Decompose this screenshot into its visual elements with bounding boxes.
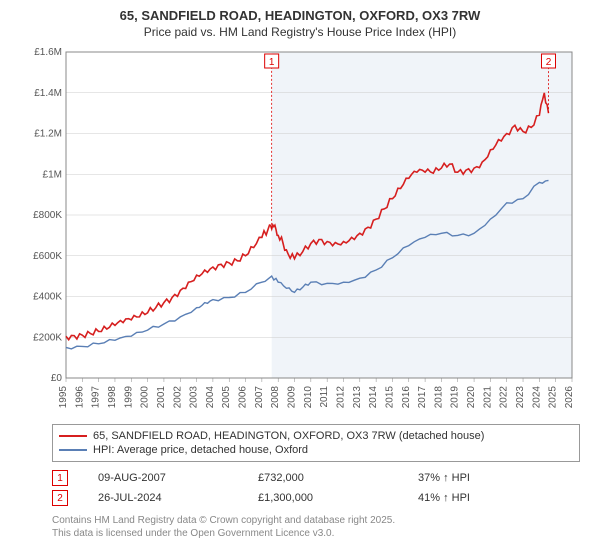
svg-text:2012: 2012 [335,386,346,409]
attribution: Contains HM Land Registry data © Crown c… [52,514,580,540]
title-address: 65, SANDFIELD ROAD, HEADINGTON, OXFORD, … [10,8,590,25]
svg-text:2018: 2018 [433,386,444,409]
svg-text:£400K: £400K [33,292,62,303]
svg-text:2014: 2014 [368,386,379,409]
svg-text:2004: 2004 [205,386,216,409]
svg-text:£200K: £200K [33,333,62,344]
legend-item: HPI: Average price, detached house, Oxfo… [59,443,573,457]
transaction-date: 26-JUL-2024 [98,492,228,504]
svg-text:£1.6M: £1.6M [34,47,62,58]
footer-line1: Contains HM Land Registry data © Crown c… [52,514,580,527]
svg-text:2007: 2007 [254,386,265,409]
svg-text:£1.2M: £1.2M [34,129,62,140]
price-chart: £0 £200K £400K £600K £800K £1M £1.2M £1.4M £1.6M… [20,46,580,416]
svg-text:2015: 2015 [384,386,395,409]
svg-text:1995: 1995 [58,386,69,409]
svg-text:1996: 1996 [74,386,85,409]
svg-text:2003: 2003 [189,386,200,409]
svg-text:2008: 2008 [270,386,281,409]
legend-label: 65, SANDFIELD ROAD, HEADINGTON, OXFORD, … [93,430,484,442]
svg-text:2024: 2024 [531,386,542,409]
svg-text:2001: 2001 [156,386,167,409]
svg-text:2: 2 [546,57,552,68]
transaction-price: £1,300,000 [258,492,388,504]
svg-text:2019: 2019 [450,386,461,409]
svg-text:2020: 2020 [466,386,477,409]
transaction-delta: 37% ↑ HPI [418,472,548,484]
svg-text:2025: 2025 [548,386,559,409]
svg-text:2026: 2026 [564,386,575,409]
svg-text:2017: 2017 [417,386,428,409]
legend-item: 65, SANDFIELD ROAD, HEADINGTON, OXFORD, … [59,429,573,443]
svg-text:2021: 2021 [482,386,493,409]
svg-text:2023: 2023 [515,386,526,409]
transaction-marker: 2 [52,490,68,506]
legend-swatch [59,449,87,451]
svg-text:1999: 1999 [123,386,134,409]
title-subtitle: Price paid vs. HM Land Registry's House … [10,25,590,41]
svg-text:2022: 2022 [499,386,510,409]
transaction-row: 1 09-AUG-2007 £732,000 37% ↑ HPI [52,468,580,488]
svg-text:1: 1 [269,57,275,68]
transaction-price: £732,000 [258,472,388,484]
legend-swatch [59,435,87,437]
transaction-row: 2 26-JUL-2024 £1,300,000 41% ↑ HPI [52,488,580,508]
svg-text:£600K: £600K [33,251,62,262]
transactions-table: 1 09-AUG-2007 £732,000 37% ↑ HPI 2 26-JUL-202… [52,468,580,508]
svg-text:2016: 2016 [401,386,412,409]
svg-text:2010: 2010 [303,386,314,409]
legend-label: HPI: Average price, detached house, Oxfo… [93,444,308,456]
footer-line2: This data is licensed under the Open Gov… [52,527,580,540]
svg-text:2013: 2013 [352,386,363,409]
svg-text:1998: 1998 [107,386,118,409]
svg-text:£1.4M: £1.4M [34,88,62,99]
svg-text:1997: 1997 [91,386,102,409]
svg-text:2009: 2009 [287,386,298,409]
svg-text:2000: 2000 [140,386,151,409]
svg-text:2011: 2011 [319,386,330,408]
svg-text:£800K: £800K [33,210,62,221]
transaction-date: 09-AUG-2007 [98,472,228,484]
svg-text:£1M: £1M [43,170,62,181]
transaction-marker: 1 [52,470,68,486]
legend: 65, SANDFIELD ROAD, HEADINGTON, OXFORD, … [52,424,580,462]
svg-text:2002: 2002 [172,386,183,409]
transaction-delta: 41% ↑ HPI [418,492,548,504]
svg-text:2006: 2006 [238,386,249,409]
svg-text:£0: £0 [51,373,63,384]
svg-text:2005: 2005 [221,386,232,409]
